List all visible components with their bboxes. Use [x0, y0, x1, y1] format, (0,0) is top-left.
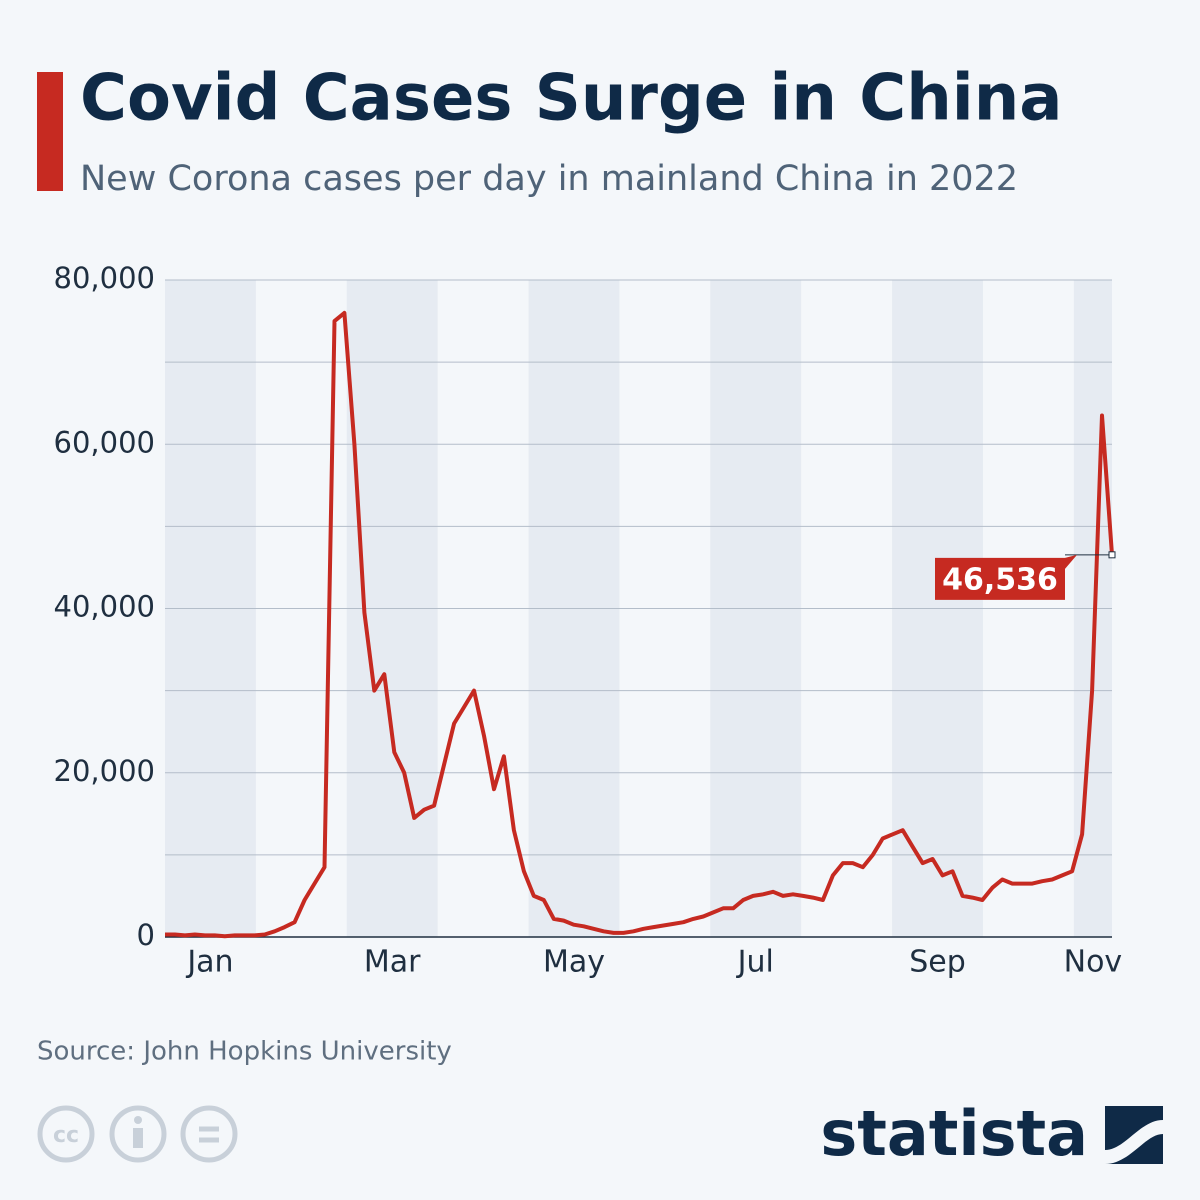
y-tick-label: 60,000: [54, 425, 155, 459]
title-accent: [37, 72, 63, 191]
by-glyph: [133, 1128, 143, 1148]
y-tick-label: 80,000: [54, 261, 155, 295]
cc-glyph: cc: [53, 1123, 79, 1148]
x-tick-label: Sep: [909, 945, 966, 980]
x-tick-label: Jul: [736, 945, 774, 980]
brand-icon-swoosh: [1105, 1120, 1163, 1164]
value-label: 46,536: [942, 562, 1058, 597]
x-tick-label: Mar: [364, 945, 421, 980]
brand-logo: statista: [820, 1097, 1088, 1170]
chart-subtitle: New Corona cases per day in mainland Chi…: [80, 159, 1018, 199]
end-marker: [1108, 551, 1116, 559]
value-label-box: [935, 554, 1077, 600]
y-tick-label: 0: [137, 918, 155, 952]
x-tick-label: May: [543, 945, 605, 980]
y-tick-label: 20,000: [54, 754, 155, 788]
x-tick-label: Jan: [185, 945, 233, 980]
nd-icon: [180, 1105, 238, 1163]
chart-title: Covid Cases Surge in China: [80, 62, 1062, 136]
x-tick-label: Nov: [1064, 945, 1123, 980]
brand-icon: [1105, 1106, 1163, 1164]
plot-area: Jan Mar May Jul Sep Nov 0 20,000 40,000 60,000 80,…: [54, 261, 1123, 980]
license-icons: cc: [37, 1105, 238, 1163]
y-tick-label: 40,000: [54, 590, 155, 624]
data-line: [165, 310, 1114, 939]
source: Source: John Hopkins University: [37, 1037, 452, 1067]
by-icon: [109, 1105, 167, 1163]
by-glyph: [134, 1116, 142, 1124]
cc-icon: [37, 1105, 95, 1163]
